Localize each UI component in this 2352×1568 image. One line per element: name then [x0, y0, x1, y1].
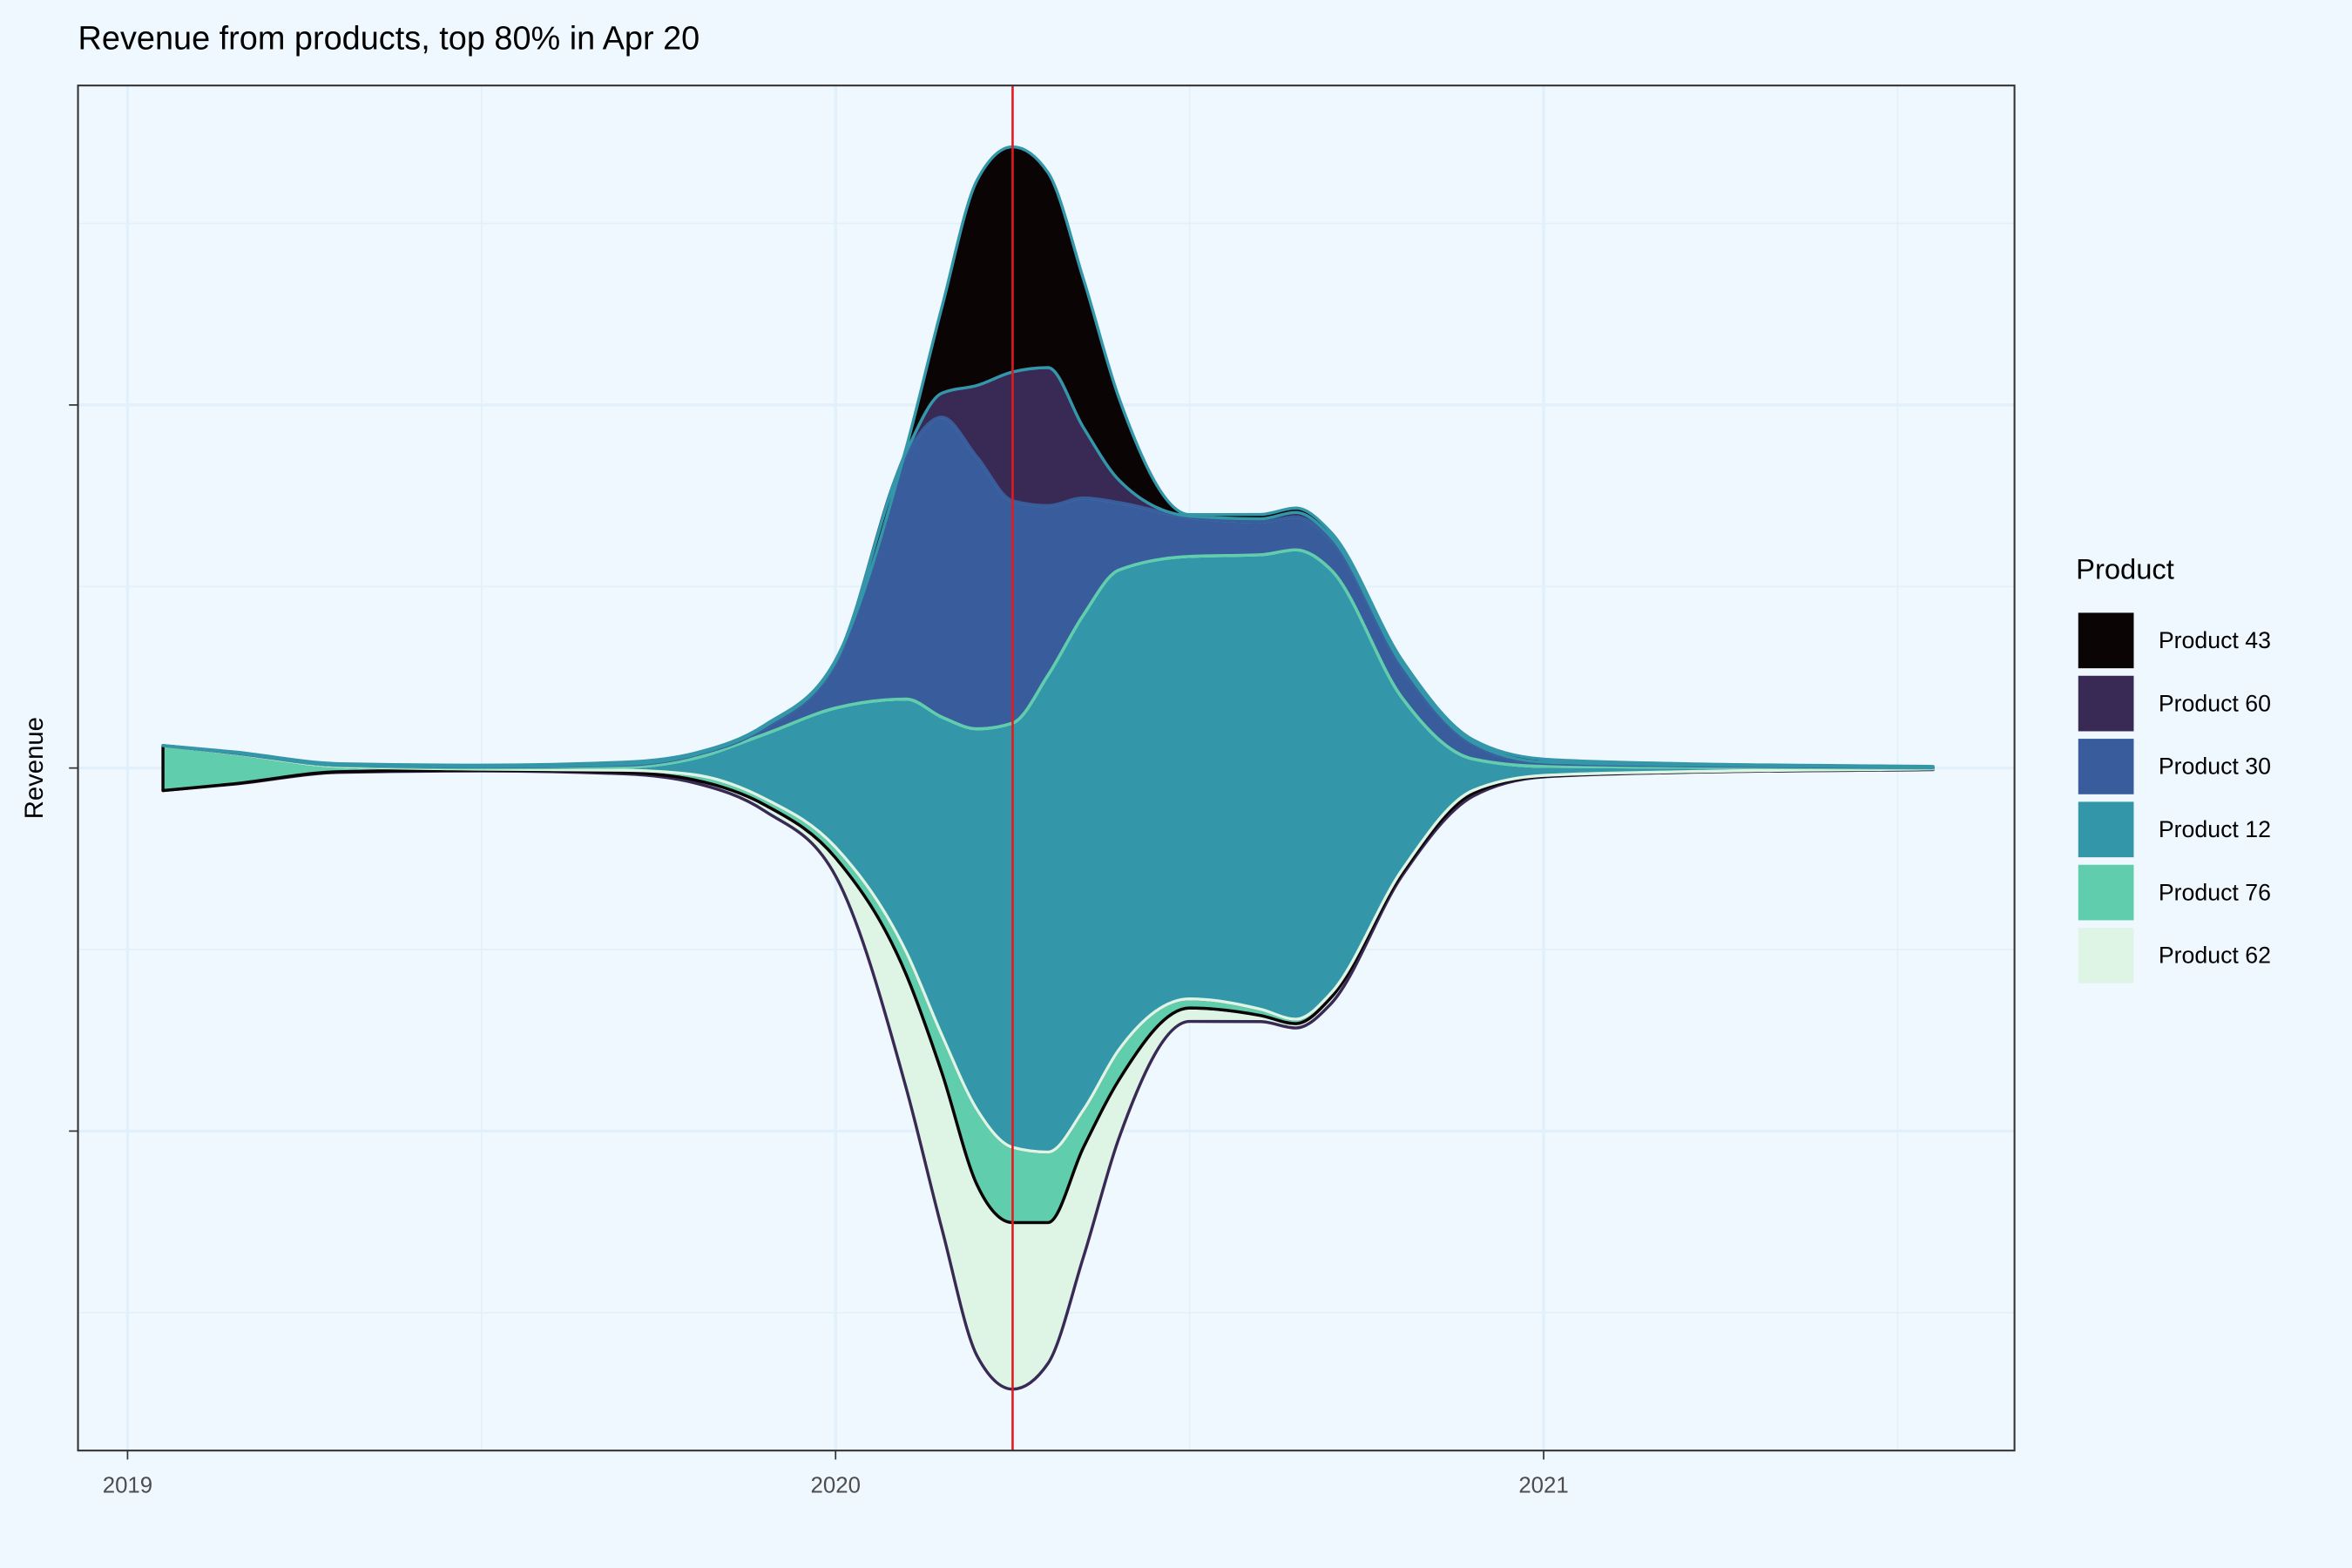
legend-label: Product 43: [2159, 627, 2271, 653]
legend-label: Product 62: [2159, 943, 2271, 969]
legend-swatch: [2077, 863, 2136, 923]
chart-title: Revenue from products, top 80% in Apr 20: [78, 20, 700, 57]
streams: [161, 85, 1935, 1451]
legend-label: Product 76: [2159, 879, 2271, 905]
legend-swatch: [2077, 674, 2136, 733]
panel-border: [77, 84, 2016, 1452]
legend-title: Product: [2076, 553, 2174, 585]
y-axis-label: Revenue: [21, 717, 49, 819]
legend-label: Product 30: [2159, 754, 2271, 780]
legend: Product Product 43 Product 60 Product 30 Pr…: [2076, 553, 2271, 985]
legend-swatch: [2077, 737, 2136, 796]
x-tick-label: 2020: [811, 1473, 861, 1497]
axes: 2019 2020 2021: [69, 84, 2016, 1497]
legend-swatch: [2077, 800, 2136, 859]
x-tick-label: 2021: [1518, 1473, 1568, 1497]
legend-label: Product 60: [2159, 690, 2271, 716]
legend-swatch: [2077, 611, 2136, 670]
legend-label: Product 12: [2159, 816, 2271, 842]
stream-area: [161, 145, 1935, 769]
x-tick-label: 2019: [103, 1473, 152, 1497]
legend-swatch: [2077, 926, 2136, 985]
